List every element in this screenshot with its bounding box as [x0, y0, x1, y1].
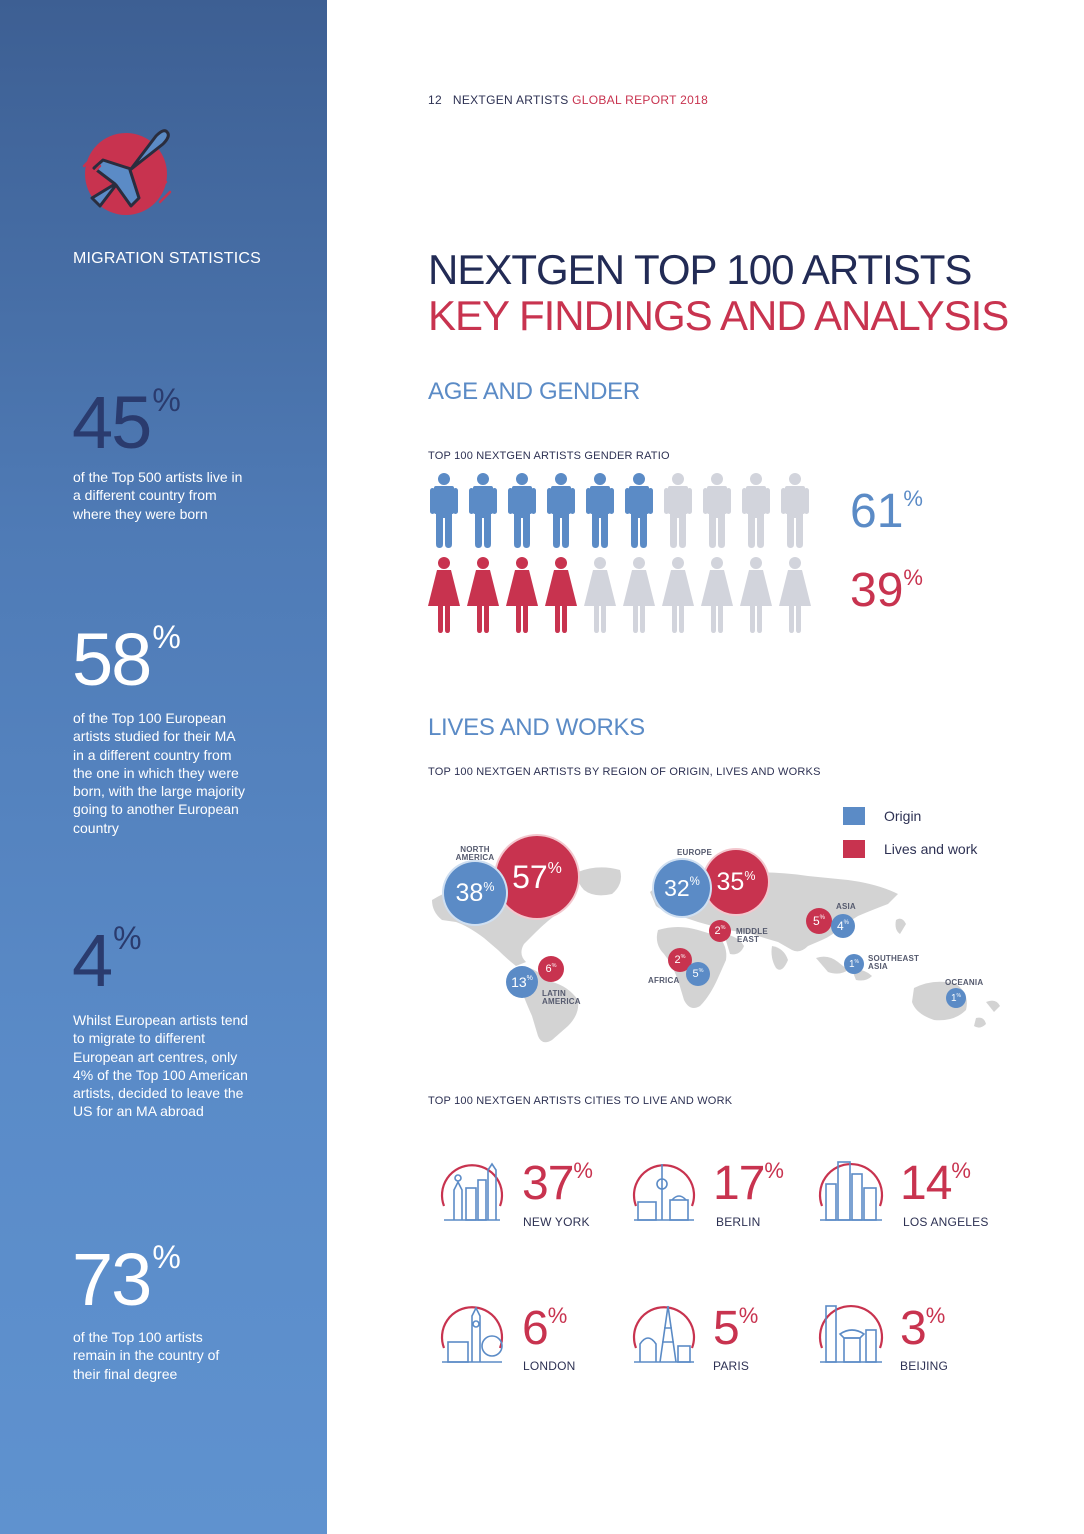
bubble-latin-america-lives: 6% — [538, 956, 564, 982]
bubble-southeast-asia-origin: 1% — [844, 954, 864, 974]
stat-value-1: 45% — [72, 381, 181, 464]
sidebar: MIGRATION STATISTICS 45% of the Top 500 … — [0, 0, 327, 1534]
city-pct-berlin: 17% — [713, 1157, 784, 1210]
city-name-berlin: BERLIN — [716, 1215, 761, 1229]
legend-origin-swatch — [843, 807, 865, 825]
city-name-london: LONDON — [523, 1359, 576, 1373]
los-angeles-skyline-icon — [818, 1161, 884, 1221]
male-percentage: 61% — [850, 485, 923, 538]
stat-desc-2: of the Top 100 European artists studied … — [73, 710, 245, 836]
region-label-southeast-asia: SOUTHEAST ASIA — [868, 954, 920, 971]
stat-value-4: 73% — [72, 1238, 181, 1321]
city-pct-london: 6% — [522, 1302, 568, 1355]
bubble-africa-origin: 5% — [686, 962, 710, 986]
male-icon — [664, 473, 692, 548]
female-icon — [428, 557, 460, 633]
cities-subheading: TOP 100 NEXTGEN ARTISTS CITIES TO LIVE A… — [428, 1095, 733, 1107]
bubble-asia-lives: 5% — [806, 908, 832, 934]
female-icon — [623, 557, 655, 633]
sidebar-title: MIGRATION STATISTICS — [73, 250, 261, 267]
airplane-icon — [82, 129, 172, 215]
city-pct-los-angeles: 14% — [900, 1157, 971, 1210]
bubble-europe-lives: 35% — [704, 850, 768, 914]
female-icon — [701, 557, 733, 633]
male-icon — [508, 473, 536, 548]
bubble-north-america-origin: 38% — [444, 862, 506, 924]
stat-value-3: 4% — [72, 919, 142, 1002]
male-icon — [703, 473, 731, 548]
stat-desc-3: Whilst European artists tend to migrate … — [73, 1012, 249, 1120]
bubble-europe-origin: 32% — [654, 860, 710, 916]
male-icon — [430, 473, 458, 548]
city-name-paris: PARIS — [713, 1359, 750, 1373]
page-header: 12 NEXTGEN ARTISTS GLOBAL REPORT 2018 — [428, 93, 709, 107]
berlin-skyline-icon — [632, 1164, 696, 1221]
region-label-middle-east: MIDDLE EAST — [736, 927, 768, 944]
city-pct-paris: 5% — [713, 1302, 759, 1355]
paris-skyline-icon — [632, 1305, 696, 1363]
region-label-europe: EUROPE — [677, 848, 712, 857]
lives-works-heading: LIVES AND WORKS — [428, 714, 645, 741]
region-label-latin-america: LATIN AMERICA — [542, 989, 581, 1006]
region-subheading: TOP 100 NEXTGEN ARTISTS BY REGION OF ORI… — [428, 766, 821, 778]
gender-ratio-subheading: TOP 100 NEXTGEN ARTISTS GENDER RATIO — [428, 450, 670, 462]
female-icon — [740, 557, 772, 633]
male-icon — [742, 473, 770, 548]
bubble-middle-east-lives: 2% — [709, 920, 731, 942]
stat-value-2: 58% — [72, 618, 181, 701]
female-icon — [545, 557, 577, 633]
city-name-new-york: NEW YORK — [523, 1215, 590, 1229]
beijing-skyline-icon — [818, 1304, 884, 1363]
legend-lives-swatch — [843, 840, 865, 858]
city-name-los-angeles: LOS ANGELES — [903, 1215, 989, 1229]
page-title-line1: NEXTGEN TOP 100 ARTISTS — [428, 246, 972, 293]
male-icon — [625, 473, 653, 548]
female-icon — [584, 557, 616, 633]
region-label-north-america: NORTH AMERICA — [455, 845, 495, 862]
london-skyline-icon — [440, 1306, 504, 1363]
bubble-latin-america-origin: 13% — [506, 966, 538, 998]
city-pct-beijing: 3% — [900, 1302, 946, 1355]
female-percentage: 39% — [850, 564, 923, 617]
female-icon — [662, 557, 694, 633]
male-icon — [586, 473, 614, 548]
male-icon — [547, 473, 575, 548]
legend-lives-label: Lives and work — [884, 841, 978, 857]
city-pct-new-york: 37% — [522, 1157, 593, 1210]
region-label-asia: ASIA — [836, 902, 856, 911]
age-gender-heading: AGE AND GENDER — [428, 378, 640, 405]
stat-desc-1: of the Top 500 artists live in a differe… — [73, 469, 243, 522]
bubble-oceania-origin: 1% — [946, 988, 966, 1008]
female-icon — [779, 557, 811, 633]
male-icon — [781, 473, 809, 548]
new-york-skyline-icon — [440, 1162, 504, 1221]
page-title-line2: KEY FINDINGS AND ANALYSIS — [428, 292, 1009, 339]
legend-origin-label: Origin — [884, 808, 922, 824]
region-label-africa: AFRICA — [648, 976, 680, 985]
stat-desc-4: of the Top 100 artists remain in the cou… — [73, 1329, 220, 1382]
region-label-oceania: OCEANIA — [945, 978, 984, 987]
city-name-beijing: BEIJING — [900, 1359, 949, 1373]
male-icon — [469, 473, 497, 548]
gender-pictogram — [428, 473, 811, 633]
bubble-north-america-lives: 57% — [496, 836, 578, 918]
bubble-asia-origin: 4% — [831, 914, 855, 938]
female-icon — [467, 557, 499, 633]
female-icon — [506, 557, 538, 633]
